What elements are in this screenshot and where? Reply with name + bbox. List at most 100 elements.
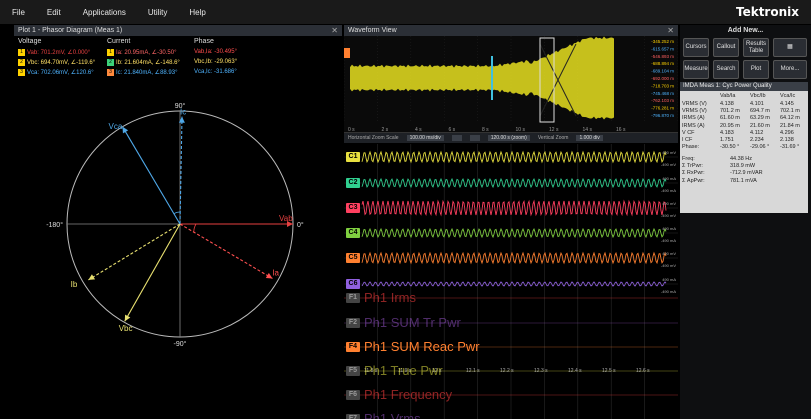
menu-file[interactable]: File (12, 7, 25, 17)
hzoom-field[interactable]: 100.00 ms/div (406, 135, 444, 141)
plot-button[interactable]: Plot (743, 60, 769, 79)
time-tick: 11.9 s (398, 368, 412, 374)
channel-scale: 490 mV (662, 251, 676, 256)
cursors-button[interactable]: Cursors (683, 38, 709, 57)
callout-button[interactable]: Callout (713, 38, 739, 57)
meas-row-label: IRMS (A) (682, 115, 705, 122)
phasor-vector-ib (88, 223, 181, 281)
header-voltage: Voltage (18, 38, 42, 45)
menu-utility[interactable]: Utility (147, 7, 168, 17)
phasor-label-ic: Ic (180, 108, 186, 117)
channel-scale: -490 mV (660, 162, 676, 167)
time-tick: 12 s (432, 368, 442, 374)
zoom-in-button[interactable] (451, 135, 462, 141)
channel-scale: -490 mA (660, 188, 676, 193)
right-sidebar: Add New... Cursors Callout Results Table… (680, 25, 811, 419)
overview-envelope (350, 36, 614, 120)
math-badge[interactable]: F7 (346, 414, 360, 419)
trace-c5 (361, 251, 667, 265)
summary-label: Σ TrPwr: (682, 163, 703, 170)
overview-cross-line (539, 43, 577, 117)
math-label: Ph1 Irms (364, 290, 417, 305)
meas-value: -31.69 ° (780, 144, 800, 151)
channel-badge-c4[interactable]: C4 (346, 228, 360, 238)
overview-readout: -745.468 m (651, 91, 674, 96)
voltage-cell: 1 Vab: 701.2mV, ∠0.000° (18, 49, 90, 56)
phasor-label-vbc: Vbc (119, 324, 133, 333)
channel-badge-c5[interactable]: C5 (346, 253, 360, 263)
overview-plot[interactable]: -345.252 m -615.657 m -546.893 m -688.894 m… (344, 36, 678, 133)
channel-badge-c2[interactable]: C2 (346, 178, 360, 188)
channel-badge-c6[interactable]: C6 (346, 279, 360, 289)
math-badge[interactable]: F1 (346, 293, 360, 303)
phasor-arrowhead (124, 314, 131, 322)
meas-row-label: VRMS (V) (682, 108, 707, 115)
meas-value: 21.84 m (780, 122, 800, 129)
overview-time-tick: 10 s (516, 127, 526, 133)
axis-label-0: 0° (297, 221, 304, 229)
summary-label: Σ ApPwr: (682, 177, 705, 184)
add-new-icon-button[interactable]: ▦ (773, 38, 807, 57)
menu-edit[interactable]: Edit (46, 7, 61, 17)
col-header: Vab/Ia (720, 93, 736, 99)
vzoom-field[interactable]: 1.000 div (576, 135, 603, 141)
voltage-cell: 3 Vca: 702.06mV, ∠120.6° (18, 69, 94, 76)
math-badge[interactable]: F5 (346, 366, 360, 376)
header-phase: Phase (194, 38, 214, 45)
menu-applications[interactable]: Applications (82, 7, 126, 17)
axis-label-minus-90: -90° (174, 340, 187, 348)
meas-row-label: IRMS (A) (682, 122, 705, 129)
meas-value: -29.06 ° (750, 144, 770, 151)
close-icon[interactable]: ✕ (331, 26, 338, 35)
meas-value: 2.234 (750, 137, 764, 143)
phase-arc-a (193, 223, 197, 233)
phase-cell-text: Vca,Ic: -31.686° (194, 69, 237, 75)
waveform-title: Waveform View (348, 27, 397, 34)
measurement-results[interactable]: IMDA Meas 1: Cyc Power Quality Vab/Ia Vb… (680, 82, 808, 213)
math-label: Ph1 SUM Reac Pwr (364, 339, 480, 354)
measure-button[interactable]: Measure (683, 60, 709, 79)
math-badge[interactable]: F6 (346, 390, 360, 400)
phasor-vector-vbc (124, 223, 181, 322)
voltage-cell-text: Vbc: 694.70mV, ∠-119.6° (27, 60, 96, 67)
row-number-badge: 1 (18, 49, 25, 56)
zoom-window-handle[interactable] (539, 37, 555, 123)
voltage-cell-text: Vca: 702.06mV, ∠120.6° (27, 70, 94, 77)
current-cell: 1 Ia: 20.95mA, ∠-30.50° (107, 49, 176, 56)
hzoom-label: Horizontal Zoom Scale (348, 135, 399, 141)
summary-value: 781.1 mVA (730, 177, 757, 184)
main-waveform-area[interactable]: 11.8 s 11.9 s 12 s 12.1 s 12.2 s 12.3 s 12.4 s… (344, 144, 678, 419)
zoom-position-field[interactable]: 120.00 s (zoom) (487, 135, 530, 141)
search-button[interactable]: Search (713, 60, 739, 79)
menu-bar: File Edit Applications Utility Help Tekt… (0, 0, 811, 24)
phase-cell: Vca,Ic: -31.686° (194, 69, 237, 75)
meas-value: 701.2 m (720, 108, 740, 115)
overview-readout: -615.657 m (651, 46, 674, 51)
meas-value: 4.101 (750, 101, 764, 107)
close-icon[interactable]: ✕ (667, 26, 674, 35)
meas-value: -30.50 ° (720, 144, 740, 151)
results-table-button[interactable]: Results Table (743, 38, 769, 57)
meas-row-label: VRMS (V) (682, 101, 707, 107)
current-cell: 2 Ib: 21.604mA, ∠-148.6° (107, 59, 180, 66)
row-number-badge: 1 (107, 49, 114, 56)
voltage-cell-text: Vab: 701.2mV, ∠0.000° (27, 50, 91, 57)
trigger-marker[interactable] (344, 48, 350, 58)
channel-badge-c3[interactable]: C3 (346, 203, 360, 213)
math-badge[interactable]: F4 (346, 342, 360, 352)
phasor-row: 3 Vca: 702.06mV, ∠120.6° 3 Ic: 21.840mA, ∠8… (14, 68, 342, 78)
channel-badge-c1[interactable]: C1 (346, 152, 360, 162)
menu-help[interactable]: Help (189, 7, 206, 17)
zoom-out-button[interactable] (469, 135, 480, 141)
voltage-cell: 2 Vbc: 694.70mV, ∠-119.6° (18, 59, 95, 66)
overview-time-tick: 4 s (415, 127, 422, 133)
more-button[interactable]: More... (773, 60, 807, 79)
trace-c6 (361, 281, 667, 287)
channel-scale: 490 mA (662, 277, 676, 282)
overview-time-tick: 0 s (348, 127, 355, 133)
math-badge[interactable]: F2 (346, 318, 360, 328)
overview-readout: -688.894 m (651, 61, 674, 66)
overview-readout: -718.703 m (651, 83, 674, 88)
phasor-row: 2 Vbc: 694.70mV, ∠-119.6° 2 Ib: 21.604mA, ∠… (14, 58, 342, 68)
channel-scale: 490 mA (662, 226, 676, 231)
